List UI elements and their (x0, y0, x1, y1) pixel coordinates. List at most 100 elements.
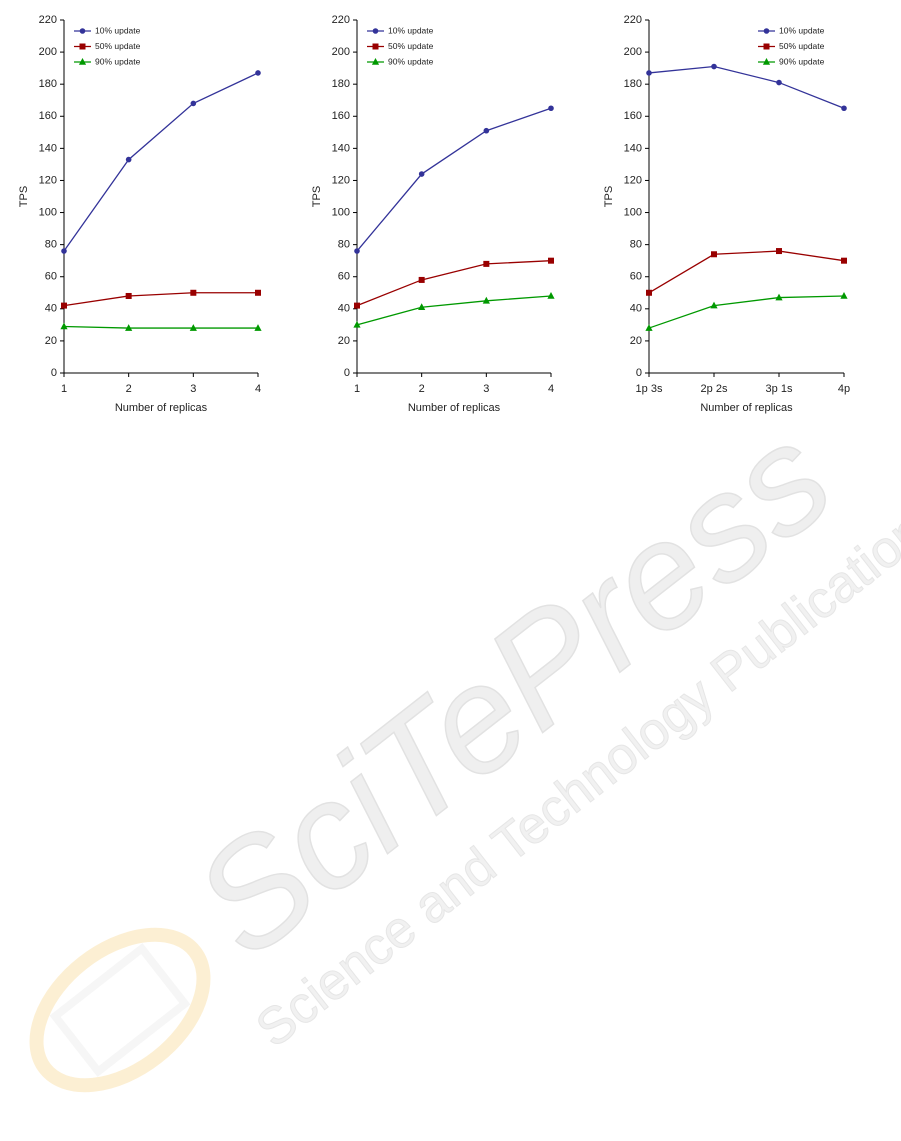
y-tick-label: 20 (45, 335, 57, 347)
marker (840, 291, 848, 299)
marker (353, 320, 361, 328)
y-tick-label: 160 (39, 110, 57, 122)
y-tick-label: 180 (624, 78, 642, 90)
series-line (63, 292, 258, 307)
x-tick-label: 1 (354, 383, 360, 395)
marker (190, 289, 197, 296)
marker (482, 296, 490, 304)
x-tick-label: 2 (419, 383, 425, 395)
y-tick-label: 140 (39, 142, 57, 154)
marker (418, 276, 425, 283)
y-tick-label: 220 (624, 14, 642, 26)
marker (646, 70, 652, 76)
y-tick-label: 40 (630, 303, 642, 315)
y-tick-label: 180 (39, 78, 57, 90)
y-tick-label: 160 (332, 110, 350, 122)
marker (125, 324, 133, 331)
legend-marker (372, 43, 379, 50)
y-axis-label: TPS (603, 186, 615, 207)
y-tick-label: 80 (630, 239, 642, 251)
legend-marker (372, 28, 379, 34)
marker (189, 324, 197, 331)
x-tick-label: 2p 2s (701, 383, 728, 395)
chart: 0 20 40 60 80 100 120 140 160 180 200 220 1p 3s 2p 2s… (603, 14, 850, 414)
marker (775, 293, 783, 301)
marker (776, 248, 782, 255)
y-tick-label: 100 (39, 206, 57, 218)
y-tick-label: 20 (630, 335, 642, 347)
x-tick-label: 3p 1s (766, 383, 793, 395)
y-tick-label: 0 (51, 367, 57, 379)
legend-label: 90% update (779, 56, 825, 66)
series-line (648, 295, 845, 329)
marker (255, 70, 261, 76)
marker (60, 322, 68, 330)
series-line (356, 260, 552, 307)
marker (61, 248, 67, 254)
legend-label: 90% update (95, 56, 141, 66)
legend-marker (79, 43, 86, 50)
y-tick-label: 120 (39, 174, 57, 186)
y-tick-label: 100 (624, 206, 642, 218)
series-line (648, 250, 845, 294)
watermark-logo (29, 927, 211, 1093)
legend-label: 90% update (388, 56, 434, 66)
marker (547, 291, 555, 299)
legend-marker (762, 58, 771, 65)
legend-marker (78, 58, 87, 65)
series-line (63, 72, 259, 252)
marker (483, 127, 490, 134)
legend-label: 50% update (388, 41, 434, 51)
marker (254, 324, 262, 331)
legend-marker (763, 43, 770, 50)
marker (841, 105, 847, 112)
x-tick-label: 4 (548, 383, 554, 395)
x-tick-label: 4 (255, 383, 261, 395)
y-axis-label: TPS (311, 186, 323, 207)
y-tick-label: 200 (39, 46, 57, 58)
y-tick-label: 0 (344, 367, 350, 379)
y-tick-label: 120 (624, 174, 642, 186)
y-tick-label: 200 (624, 46, 642, 58)
x-axis-label: Number of replicas (408, 402, 501, 414)
marker (548, 257, 554, 264)
legend-label: 50% update (95, 41, 141, 51)
watermark: SciTePress Science and Technology Public… (163, 391, 901, 1059)
y-tick-label: 80 (45, 239, 57, 251)
marker (418, 171, 425, 177)
chart: 0 20 40 60 80 100 120 140 160 180 200 220 1 2 3 4 Number… (311, 14, 555, 414)
y-tick-label: 20 (338, 335, 350, 347)
y-tick-label: 0 (636, 367, 642, 379)
marker (354, 302, 360, 309)
series-line (63, 325, 258, 329)
marker (711, 63, 717, 70)
legend-label: 10% update (95, 25, 141, 35)
marker (776, 79, 782, 86)
x-tick-label: 2 (126, 383, 132, 395)
marker (710, 301, 718, 309)
x-tick-label: 3 (483, 383, 489, 395)
marker (483, 260, 490, 267)
legend-label: 50% update (779, 41, 825, 51)
legend-marker (763, 28, 770, 34)
marker (548, 105, 554, 112)
marker (711, 251, 717, 258)
legend-marker (371, 58, 380, 65)
legend-label: 10% update (388, 25, 434, 35)
marker (125, 292, 132, 299)
x-axis-label: Number of replicas (700, 402, 793, 414)
marker (354, 248, 360, 254)
y-tick-label: 60 (630, 271, 642, 283)
marker (646, 289, 652, 296)
marker (645, 324, 653, 331)
series-line (648, 65, 845, 109)
y-tick-label: 40 (45, 303, 57, 315)
x-tick-label: 4p (838, 383, 850, 395)
series-line (356, 295, 552, 326)
x-axis-label: Number of replicas (115, 402, 208, 414)
x-tick-label: 1p 3s (636, 383, 663, 395)
series-line (356, 107, 552, 252)
x-tick-label: 3 (190, 383, 196, 395)
y-tick-label: 60 (338, 271, 350, 283)
